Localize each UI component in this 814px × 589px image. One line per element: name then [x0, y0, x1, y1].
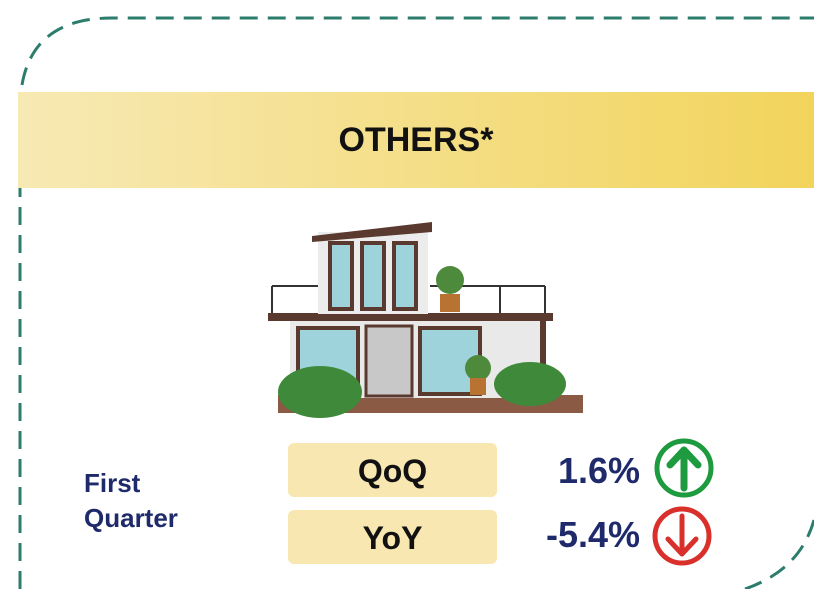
house-illustration	[268, 222, 583, 418]
down-arrow-icon	[652, 506, 712, 566]
title-band	[18, 92, 814, 188]
metric-value: 1.6%	[557, 450, 640, 491]
period-label: First Quarter	[84, 468, 178, 533]
card-title: OTHERS*	[338, 121, 494, 159]
up-arrow-icon	[654, 438, 714, 498]
dashed-border-corner	[744, 519, 814, 589]
metric-value: -5.4%	[545, 514, 640, 555]
metric-label: YoY	[288, 510, 497, 564]
metric-label: QoQ	[288, 443, 497, 497]
